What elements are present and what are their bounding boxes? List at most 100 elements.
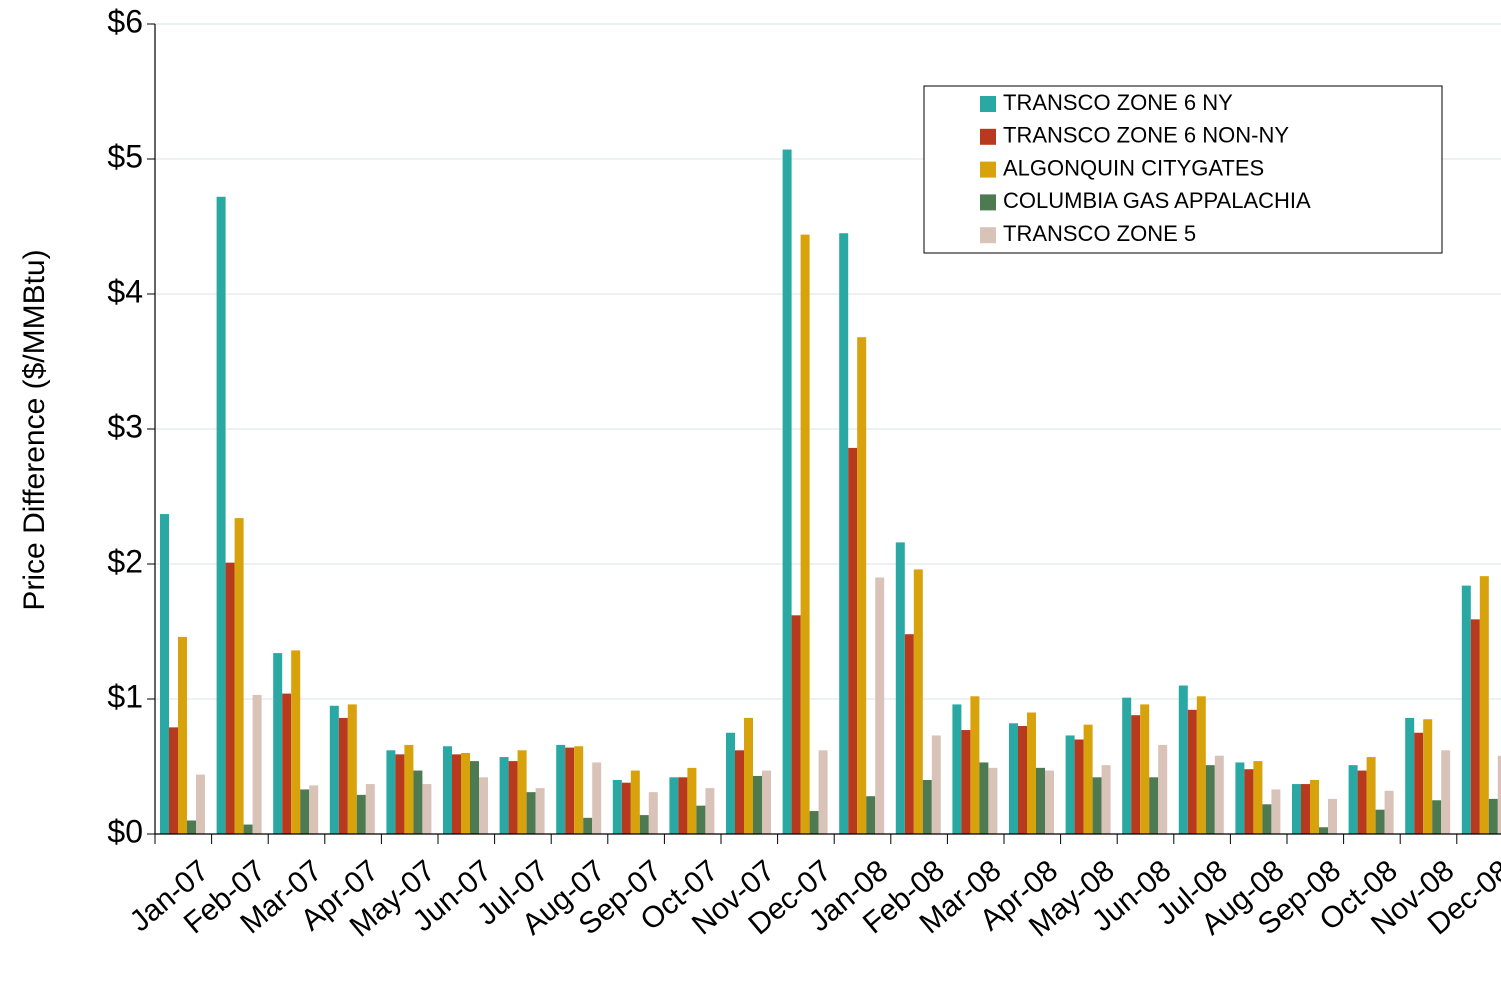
bar (565, 747, 575, 834)
bar (1479, 576, 1489, 834)
bar (904, 634, 914, 834)
legend-label: COLUMBIA GAS APPALACHIA (1003, 188, 1311, 213)
legend-swatch (980, 128, 996, 145)
bar (669, 777, 679, 834)
bar (178, 636, 187, 834)
bar (1441, 750, 1451, 834)
bar (1488, 798, 1498, 834)
legend-swatch (980, 227, 996, 244)
bar (1497, 755, 1501, 834)
bar (225, 562, 235, 834)
bar (1045, 770, 1054, 834)
y-tick-label: $6 (107, 3, 143, 39)
bar (526, 792, 536, 834)
bar (1384, 790, 1394, 834)
bar (404, 744, 414, 834)
legend-swatch (980, 161, 996, 178)
bar (169, 727, 178, 834)
bar (678, 777, 688, 834)
bar (1432, 800, 1442, 834)
bar (583, 817, 593, 834)
bar (1083, 724, 1093, 834)
bar (535, 788, 545, 834)
bar (329, 705, 339, 834)
bar (1187, 709, 1197, 834)
y-tick-label: $2 (107, 543, 143, 579)
bar (1348, 765, 1358, 834)
bar (309, 785, 319, 834)
bar (1140, 704, 1150, 834)
bar (1027, 712, 1036, 834)
y-tick-label: $1 (107, 678, 143, 714)
legend: TRANSCO ZONE 6 NY TRANSCO ZONE 6 NON-NY AL… (923, 85, 1443, 254)
bar (592, 762, 602, 834)
bar (243, 824, 253, 834)
bar (508, 761, 518, 834)
bar (1244, 769, 1254, 834)
bar (818, 750, 828, 834)
bar (848, 447, 858, 834)
bar (291, 650, 301, 834)
bar (1009, 723, 1018, 834)
y-tick-label: $5 (107, 138, 143, 174)
bar (347, 704, 357, 834)
bar (979, 762, 989, 834)
bar (1235, 762, 1245, 834)
legend-swatch (980, 194, 996, 211)
bar (1461, 585, 1471, 834)
bar (1357, 770, 1367, 834)
bar (970, 696, 980, 834)
bar (1328, 798, 1337, 834)
bar (1366, 757, 1376, 834)
bar (1470, 619, 1480, 834)
y-tick-label: $4 (107, 273, 143, 309)
bar (726, 732, 735, 834)
bar (800, 234, 810, 835)
bar (273, 653, 283, 834)
bar (517, 750, 527, 834)
bar (1271, 789, 1281, 834)
bar (1319, 827, 1328, 834)
bar (479, 777, 488, 834)
bar (866, 796, 876, 834)
bar (386, 750, 396, 834)
bar (762, 770, 771, 834)
bar (574, 746, 584, 834)
bar (1092, 777, 1102, 834)
bar (612, 780, 622, 834)
bar (1214, 755, 1224, 834)
bar (696, 805, 706, 834)
bar (461, 753, 470, 834)
bar (931, 735, 941, 834)
legend-swatch (980, 96, 996, 112)
y-axis-title: Price Difference ($/MMBtu) (18, 249, 51, 610)
bar (196, 774, 205, 834)
bar (1101, 765, 1111, 834)
legend-label: TRANSCO ZONE 5 (1003, 221, 1196, 246)
bar (735, 750, 744, 834)
bar (452, 754, 461, 834)
bar (839, 233, 849, 834)
bar (952, 704, 962, 834)
legend-label: TRANSCO ZONE 6 NY (1003, 90, 1233, 115)
bar (1131, 715, 1141, 834)
bar (1414, 732, 1424, 834)
bar (913, 569, 923, 834)
bar (1301, 784, 1310, 834)
bar (639, 815, 649, 834)
bar (187, 820, 196, 834)
bar (1310, 780, 1319, 834)
legend-label: ALGONQUIN CITYGATES (1003, 155, 1264, 180)
bar (556, 744, 566, 834)
bar (1375, 809, 1385, 834)
bar (1122, 697, 1132, 834)
bar (443, 746, 452, 834)
bar (809, 811, 819, 834)
bar (1423, 719, 1433, 834)
y-tick-label: $3 (107, 408, 143, 444)
bar (744, 717, 753, 834)
bar (413, 770, 423, 834)
bar (753, 775, 762, 834)
bar (356, 794, 366, 834)
